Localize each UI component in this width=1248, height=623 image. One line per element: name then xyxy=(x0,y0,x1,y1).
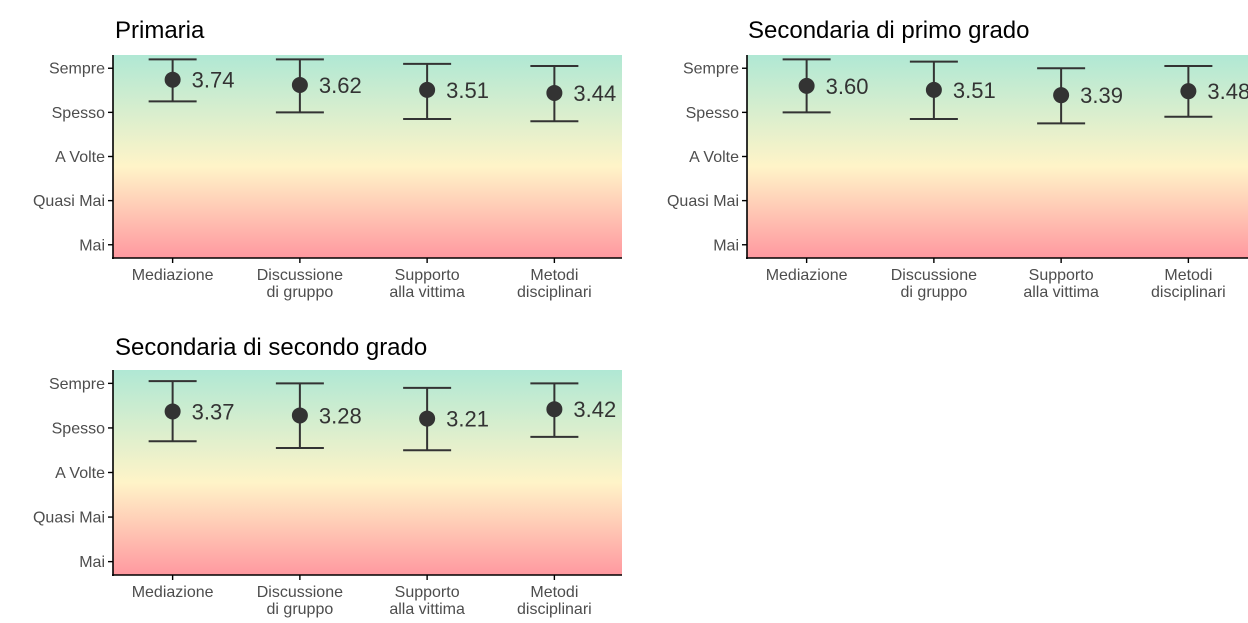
data-point xyxy=(798,77,815,94)
x-tick-label: Mediazione xyxy=(132,584,214,601)
y-tick-label: Spesso xyxy=(52,105,105,122)
y-tick-label: Spesso xyxy=(686,105,739,122)
y-tick-label: Spesso xyxy=(52,420,105,437)
x-tick-label: alla vittima xyxy=(1023,284,1099,301)
data-label: 3.51 xyxy=(953,78,996,103)
x-tick-label: di gruppo xyxy=(267,601,334,618)
data-point xyxy=(1180,83,1197,100)
data-point xyxy=(419,410,436,427)
y-tick-label: Quasi Mai xyxy=(33,193,105,210)
data-label: 3.39 xyxy=(1080,83,1123,108)
plot-background xyxy=(113,370,622,575)
data-point xyxy=(164,71,181,88)
data-label: 3.74 xyxy=(192,68,235,93)
x-tick-label: disciplinari xyxy=(517,284,592,301)
y-tick-label: Quasi Mai xyxy=(667,193,739,210)
panel-title: Secondaria di secondo grado xyxy=(115,334,427,361)
panel-2: Secondaria di primo grado Mai Quasi Mai A V… xyxy=(667,17,1248,301)
data-label: 3.21 xyxy=(446,407,489,432)
x-tick-label: Metodi xyxy=(1164,267,1212,284)
y-tick-label: Mai xyxy=(79,554,105,571)
data-point xyxy=(925,81,942,98)
x-tick-label: Mediazione xyxy=(766,267,848,284)
data-label: 3.62 xyxy=(319,73,362,98)
x-tick-label: Discussione xyxy=(257,267,343,284)
y-tick-label: Sempre xyxy=(49,376,105,393)
data-point xyxy=(291,407,308,424)
data-label: 3.60 xyxy=(826,74,869,99)
x-tick-label: Supporto xyxy=(395,584,460,601)
y-tick-label: Mai xyxy=(79,237,105,254)
data-point xyxy=(419,81,436,98)
data-label: 3.42 xyxy=(573,397,616,422)
y-tick-label: A Volte xyxy=(55,465,105,482)
panel-1: Primaria Mai Quasi Mai A Volte Spesso Sempre M… xyxy=(33,17,622,301)
x-tick-label: disciplinari xyxy=(1151,284,1226,301)
panel-title: Secondaria di primo grado xyxy=(748,17,1030,44)
x-tick-label: di gruppo xyxy=(901,284,968,301)
x-tick-label: Mediazione xyxy=(132,267,214,284)
x-tick-label: disciplinari xyxy=(517,601,592,618)
x-tick-label: alla vittima xyxy=(389,601,465,618)
y-tick-label: A Volte xyxy=(689,149,739,166)
x-tick-label: Metodi xyxy=(530,267,578,284)
x-tick-label: Discussione xyxy=(257,584,343,601)
x-tick-label: di gruppo xyxy=(267,284,334,301)
data-point xyxy=(546,401,563,418)
data-point xyxy=(164,403,181,420)
panel-title: Primaria xyxy=(115,17,205,44)
x-tick-label: Discussione xyxy=(891,267,977,284)
x-tick-label: Supporto xyxy=(395,267,460,284)
data-point xyxy=(546,84,563,101)
y-tick-label: Sempre xyxy=(683,61,739,78)
data-point xyxy=(291,77,308,94)
data-label: 3.44 xyxy=(573,81,616,106)
plot-background xyxy=(747,55,1248,258)
data-label: 3.28 xyxy=(319,403,362,428)
panel-3: Secondaria di secondo grado Mai Quasi Mai A… xyxy=(33,334,622,618)
y-tick-label: Sempre xyxy=(49,61,105,78)
data-label: 3.37 xyxy=(192,399,235,424)
x-tick-label: Metodi xyxy=(530,584,578,601)
x-tick-label: alla vittima xyxy=(389,284,465,301)
y-tick-label: Mai xyxy=(713,237,739,254)
plot-background xyxy=(113,55,622,258)
y-tick-label: A Volte xyxy=(55,149,105,166)
y-tick-label: Quasi Mai xyxy=(33,510,105,527)
data-label: 3.48 xyxy=(1207,79,1248,104)
x-tick-label: Supporto xyxy=(1029,267,1094,284)
data-point xyxy=(1053,87,1070,104)
data-label: 3.51 xyxy=(446,78,489,103)
